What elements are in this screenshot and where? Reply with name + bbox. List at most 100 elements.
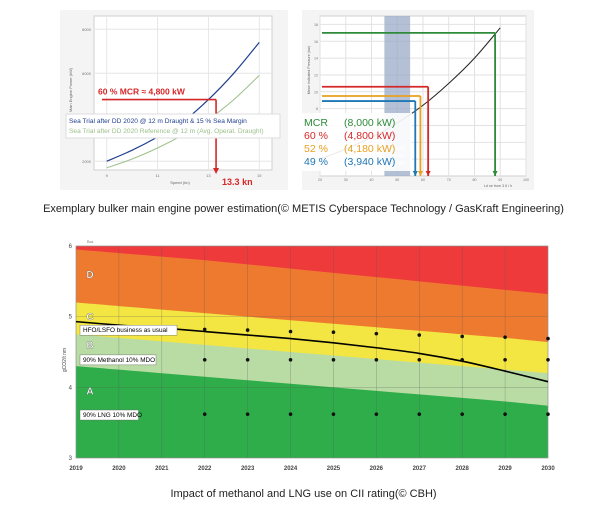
y-tick-label: 18: [314, 23, 318, 27]
scatter-point-2: [546, 412, 550, 416]
band-letter-D: D: [86, 270, 93, 281]
x-tick-label: 100: [523, 178, 529, 182]
x-tick-label: 2026: [370, 466, 384, 472]
x-tick-label: 2024: [284, 466, 298, 472]
scatter-point-3: [503, 335, 507, 339]
mep-load-chart: 246810121416182030405060708090100Ld ne f…: [302, 10, 534, 190]
x-tick-label: 13: [206, 173, 211, 178]
y-axis-label: Main Engine Power (kW): [68, 67, 73, 112]
legend-value-2: (4,800 kW): [344, 130, 395, 142]
x-tick-label: 2028: [456, 466, 470, 472]
mcr-annotation: 60 % MCR ≈ 4,800 kW: [98, 87, 186, 97]
y-tick-label: 10: [314, 90, 318, 94]
legend-box: [65, 113, 281, 139]
scatter-point-1: [202, 357, 207, 362]
scatter-point-2: [417, 412, 422, 416]
scatter-point-1: [546, 357, 550, 362]
scatter-point-3: [460, 334, 464, 339]
x-tick-label: 60: [421, 178, 425, 182]
scatter-point-3: [546, 336, 550, 341]
x-tick-label: 20: [318, 178, 322, 182]
y-tick-label: 3: [69, 456, 73, 462]
x-tick-label: 30: [344, 178, 348, 182]
scatter-point-3: [288, 329, 293, 334]
scatter-point-3: [202, 327, 207, 332]
scatter-point-1: [417, 357, 422, 362]
y-axis-label: Mean Indicated Pressure (bar): [307, 46, 311, 95]
x-tick-label: 2021: [155, 466, 169, 472]
scatter-point-3: [374, 331, 379, 336]
x-tick-label: 80: [473, 178, 477, 182]
band-letter-A: A: [86, 386, 93, 397]
x-tick-label: 2020: [112, 466, 126, 472]
legend-entry-2: Sea Trial after DD 2020 Reference @ 12 m…: [69, 128, 264, 135]
scatter-point-3: [417, 333, 422, 337]
x-tick-label: 2029: [498, 466, 512, 472]
band-letter-E: E: [87, 240, 94, 245]
legend-value-1: (8,000 kW): [344, 117, 395, 129]
legend-label-3: 52 %: [304, 143, 328, 155]
speed-arrow: [213, 168, 220, 174]
op-arrow-1: [492, 171, 498, 176]
legend-entry-1: Sea Trial after DD 2020 @ 12 m Draught &…: [69, 118, 247, 125]
series-label-1: HFO/LSFO business as usual: [83, 327, 168, 334]
legend-value-4: (3,940 kW): [344, 156, 395, 168]
legend-label-4: 49 %: [304, 156, 328, 168]
x-tick-label: 2027: [413, 466, 427, 472]
y-tick-label: 4: [69, 385, 73, 391]
rating-band-A: [76, 366, 548, 458]
x-tick-label: 90: [498, 178, 502, 182]
y-tick-label: 8: [316, 107, 318, 111]
op-arrow-3: [417, 171, 423, 176]
scatter-point-1: [460, 357, 464, 362]
band-letter-C: C: [86, 312, 93, 323]
x-tick-label: 11: [155, 173, 160, 178]
y-axis-label: gCO2/t nm: [62, 348, 68, 372]
legend-label-1: MCR: [304, 117, 328, 129]
legend-label-2: 60 %: [304, 130, 328, 142]
speed-annotation: 13.3 kn: [222, 177, 253, 187]
x-tick-label: 50: [395, 178, 399, 182]
scatter-point-3: [245, 328, 250, 332]
scatter-point-2: [374, 412, 379, 416]
y-tick-label: 2000: [82, 159, 92, 164]
scatter-point-1: [503, 357, 507, 362]
legend-value-3: (4,180 kW): [344, 143, 395, 155]
mcr-label-bg: [96, 84, 196, 97]
scatter-point-2: [288, 412, 293, 416]
scatter-point-2: [503, 412, 507, 416]
scatter-point-2: [460, 412, 464, 416]
series-label-bg-2: [79, 354, 157, 366]
x-axis-label: Ld ne from 3 6 / h: [484, 184, 512, 188]
scatter-point-2: [331, 412, 336, 416]
scatter-point-2: [202, 412, 207, 416]
op-arrow-4: [412, 171, 418, 176]
x-tick-label: 40: [370, 178, 374, 182]
series-label-bg-1: [79, 325, 178, 336]
y-tick-label: 6000: [82, 71, 92, 76]
x-tick-label: 70: [447, 178, 451, 182]
scatter-point-1: [288, 357, 293, 362]
x-axis-label: Speed (kn): [170, 180, 190, 185]
x-tick-label: 2025: [327, 466, 341, 472]
x-tick-label: 2023: [241, 466, 255, 472]
plot-frame: [75, 245, 549, 459]
scatter-point-1: [245, 357, 250, 362]
y-tick-label: 14: [314, 57, 318, 61]
band-letter-B: B: [86, 340, 93, 351]
x-tick-label: 15: [257, 173, 262, 178]
x-tick-label: 2030: [541, 466, 555, 472]
y-tick-label: 8000: [82, 27, 92, 32]
bottom-caption: Impact of methanol and LNG use on CII ra…: [170, 488, 437, 500]
bands-group: [76, 246, 548, 458]
scatter-point-3: [331, 330, 336, 335]
power-speed-chart: 20004000600080009111315Speed (kn)Main En…: [60, 10, 288, 190]
x-tick-label: 2022: [198, 466, 212, 472]
scatter-point-2: [245, 412, 250, 416]
y-tick-label: 5: [69, 315, 73, 321]
y-tick-label: 16: [314, 40, 318, 44]
series-label-bg-3: [79, 409, 139, 421]
y-tick-label: 12: [314, 73, 318, 77]
x-tick-label: 9: [106, 173, 109, 178]
scatter-point-1: [331, 357, 336, 362]
